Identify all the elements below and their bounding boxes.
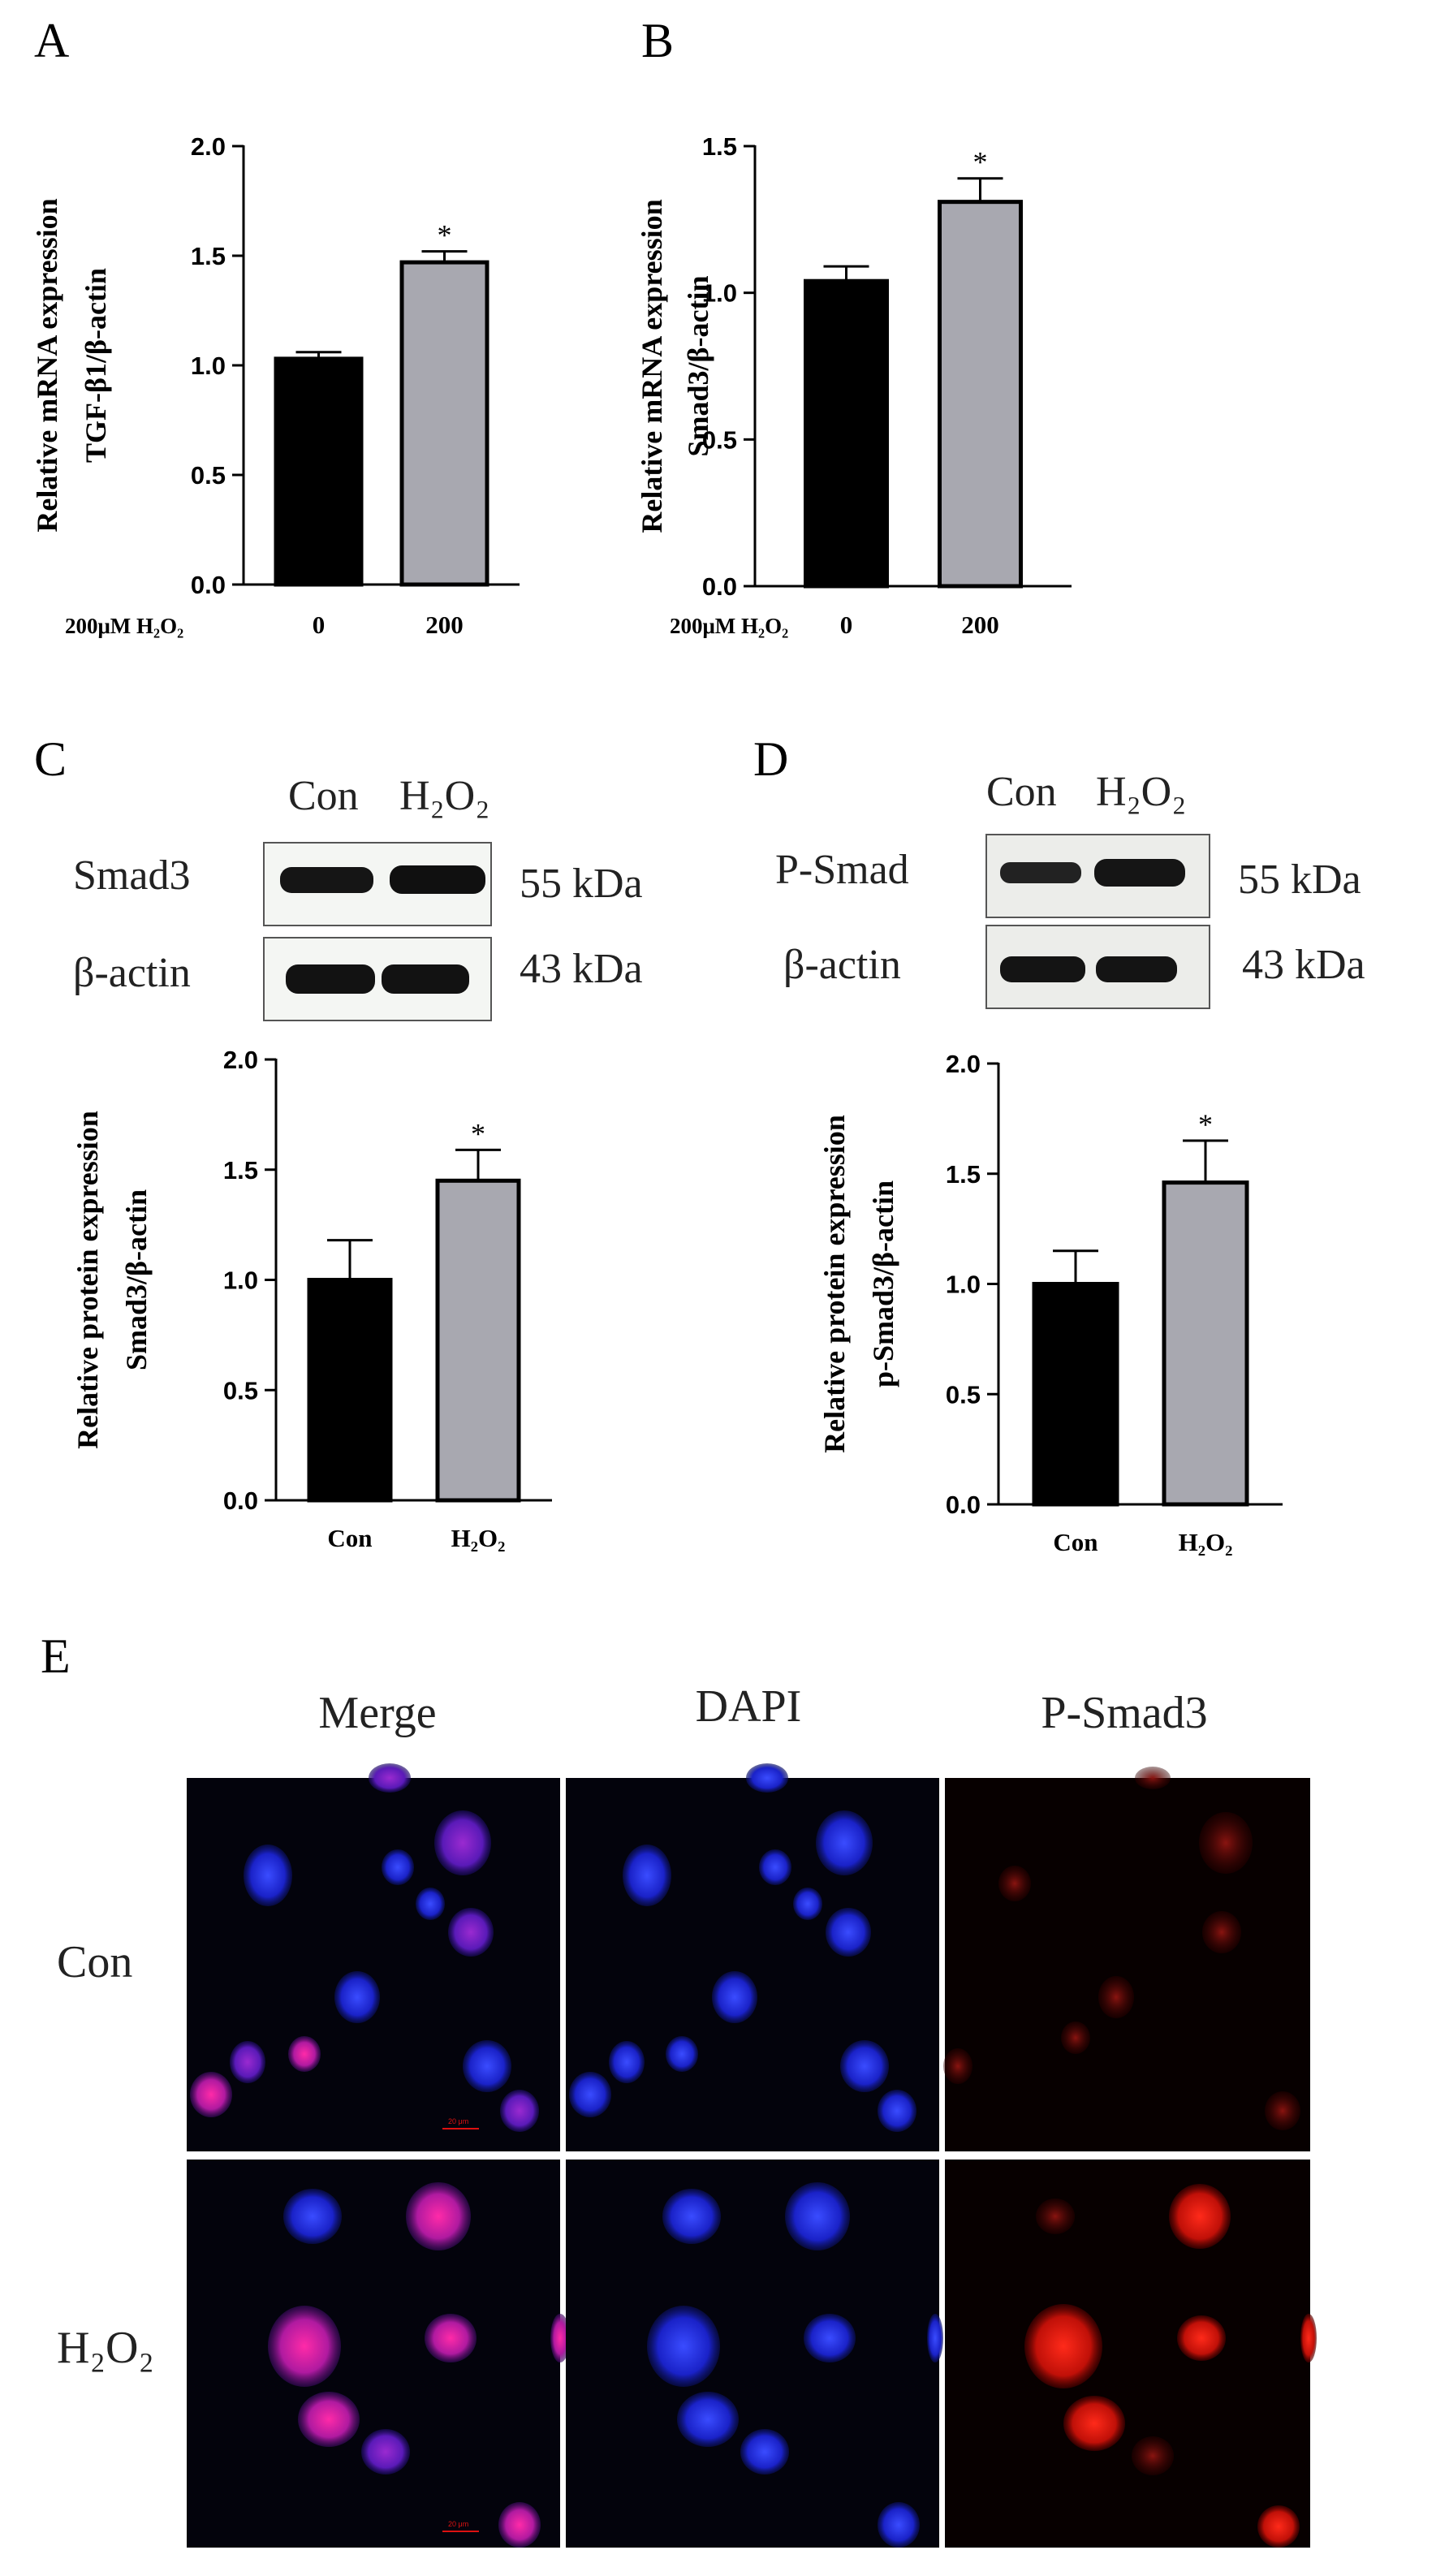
blot-protein-label: β-actin [783, 942, 901, 988]
y-tick-label: 0.0 [702, 572, 737, 601]
x-category-label: 0 [313, 611, 326, 639]
if-image-h2o2-merge: 20 μm [187, 2160, 570, 2548]
blot-band [1096, 956, 1177, 982]
x-category-label: Con [327, 1524, 372, 1552]
if-image-h2o2-dapi [566, 2160, 943, 2548]
if-image-h2o2-psmad3 [945, 2160, 1317, 2548]
chart-c-smad3-protein: 0.0 0.5 1.0 1.5 2.0 Relative protein expressi… [71, 1046, 552, 1552]
blot-protein-label: Smad3 [73, 852, 190, 899]
y-tick-label: 1.0 [702, 279, 737, 308]
y-tick-label: 1.5 [946, 1160, 981, 1189]
y-axis-label: Relative mRNA expression [636, 199, 668, 533]
y-tick-label: 0.0 [946, 1491, 981, 1519]
x-category-label: H₂O₂ [1179, 1528, 1233, 1556]
x-category-label: 200 [425, 611, 464, 639]
bar [938, 200, 1023, 589]
significance-marker: * [1198, 1108, 1213, 1141]
y-tick-label: 2.0 [191, 132, 226, 161]
if-image-con-dapi [566, 1763, 939, 2151]
y-axis-label: Smad3/β-actin [682, 276, 714, 457]
lane-label-con: Con [288, 773, 359, 819]
if-row-label: Con [57, 1937, 132, 1987]
bar [1162, 1180, 1249, 1507]
if-column-header: P-Smad3 [1041, 1688, 1207, 1738]
blot-band [1094, 859, 1185, 887]
if-image-con-psmad3 [943, 1767, 1310, 2151]
y-tick-label: 0.5 [223, 1376, 258, 1405]
lane-label-h2o2: H₂O₂ [1096, 769, 1186, 815]
blot-kda-label: 55 kDa [520, 861, 643, 907]
panel-letter-a: A [34, 14, 69, 67]
y-tick-label: 0.0 [223, 1486, 258, 1515]
significance-marker: * [438, 219, 452, 252]
y-axis-label: Relative protein expression [818, 1115, 851, 1453]
x-category-label: 200 [961, 611, 999, 639]
significance-marker: * [471, 1117, 485, 1150]
y-tick-label: 0.5 [946, 1380, 981, 1409]
lane-label-con: Con [986, 769, 1057, 815]
y-tick-label: 1.0 [191, 352, 226, 380]
panel-letter-d: D [753, 732, 788, 786]
western-blot-d: Con H₂O₂ P-Smad β-actin 55 kDa 43 kDa [775, 769, 1365, 1009]
y-tick-label: 2.0 [223, 1046, 258, 1074]
blot-kda-label: 43 kDa [1242, 942, 1365, 988]
blot-kda-label: 55 kDa [1238, 857, 1361, 903]
scale-bar-label: 20 μm [448, 2520, 468, 2528]
y-tick-label: 0.5 [702, 425, 737, 454]
significance-marker: * [973, 146, 988, 179]
y-tick-label: 1.0 [946, 1271, 981, 1299]
x-category-label: H₂O₂ [451, 1524, 506, 1552]
blot-band [382, 964, 469, 994]
y-tick-label: 1.0 [223, 1266, 258, 1295]
y-axis-label: p-Smad3/β-actin [867, 1180, 899, 1387]
blot-band [286, 964, 375, 994]
chart-a-tgfb1-mrna: 0.0 0.5 1.0 1.5 2.0 Relative mRNA expression T… [31, 132, 520, 639]
if-image-con-merge: 20 μm [187, 1763, 560, 2151]
blot-band [1000, 862, 1081, 883]
y-axis-label: Smad3/β-actin [120, 1189, 153, 1370]
y-tick-label: 0.5 [191, 461, 226, 490]
lane-label-h2o2: H₂O₂ [399, 773, 489, 819]
y-tick-label: 0.0 [191, 571, 226, 599]
y-axis-label: TGF-β1/β-actin [80, 268, 112, 463]
bar [1032, 1282, 1119, 1507]
blot-band [280, 867, 373, 893]
if-column-header: DAPI [696, 1681, 802, 1732]
chart-d-psmad3-protein: 0.0 0.5 1.0 1.5 2.0 Relative protein expressi… [818, 1050, 1283, 1556]
treatment-label: 200μM H₂O₂ [670, 614, 788, 638]
chart-b-smad3-mrna: 0.0 0.5 1.0 1.5 Relative mRNA expression Smad… [636, 132, 1072, 639]
panel-letter-e: E [41, 1629, 71, 1683]
bar [399, 260, 489, 587]
if-column-header: Merge [318, 1688, 436, 1738]
blot-band [1000, 956, 1085, 982]
bar [804, 278, 889, 589]
immunofluorescence-panel: Merge DAPI P-Smad3 Con H₂O₂ 20 μm [57, 1681, 1317, 2548]
y-tick-label: 1.5 [191, 242, 226, 270]
treatment-label: 200μM H₂O₂ [65, 614, 183, 638]
blot-band [390, 865, 485, 894]
if-row-label: H₂O₂ [57, 2323, 154, 2373]
y-tick-label: 2.0 [946, 1050, 981, 1078]
blot-kda-label: 43 kDa [520, 946, 643, 992]
y-tick-label: 1.5 [223, 1156, 258, 1184]
bar [274, 356, 364, 587]
western-blot-c: Con H₂O₂ Smad3 β-actin 55 kDa 43 kDa [73, 773, 643, 1021]
bar [307, 1278, 393, 1503]
panel-letter-b: B [641, 14, 674, 67]
y-axis-label: Relative protein expression [71, 1111, 104, 1449]
x-category-label: 0 [840, 611, 853, 639]
blot-protein-label: β-actin [73, 950, 191, 996]
panel-letter-c: C [34, 732, 67, 786]
x-category-label: Con [1053, 1528, 1098, 1556]
scale-bar-label: 20 μm [448, 2117, 468, 2125]
blot-protein-label: P-Smad [775, 847, 909, 893]
y-axis-label: Relative mRNA expression [31, 198, 63, 532]
bar [435, 1178, 521, 1503]
y-tick-label: 1.5 [702, 132, 737, 161]
